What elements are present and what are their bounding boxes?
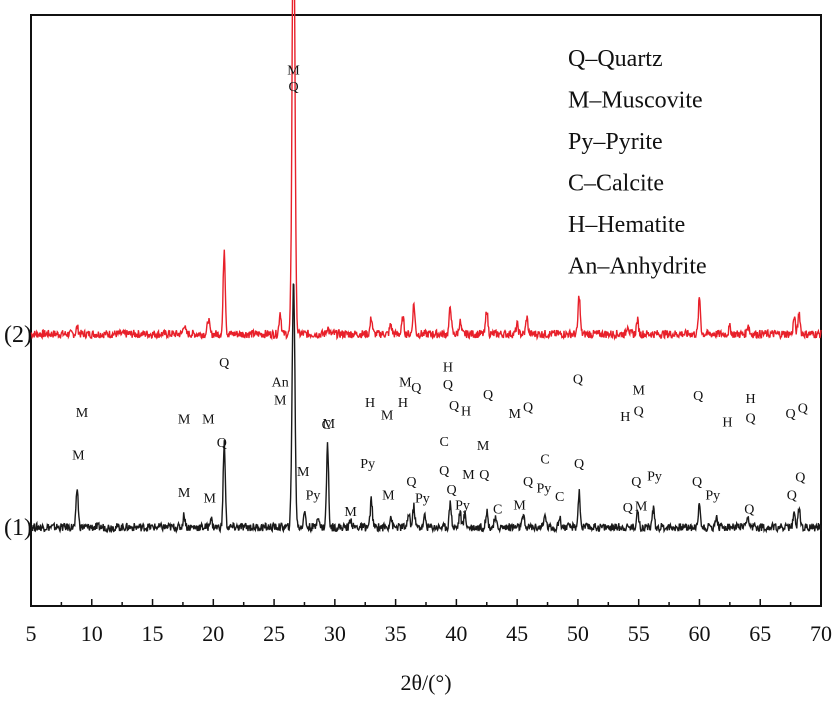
peak-label: C — [440, 435, 449, 450]
peak-label: Q — [786, 407, 796, 422]
peak-label: M — [635, 500, 648, 515]
peak-label: Q — [439, 464, 449, 479]
peak-label: M — [323, 417, 336, 432]
peak-label: H — [745, 392, 755, 407]
peak-label: M — [632, 384, 645, 399]
x-tick-label: 35 — [385, 621, 407, 646]
x-tick-label: 40 — [445, 621, 467, 646]
peak-label: H — [443, 360, 453, 375]
peak-label: Q — [288, 80, 298, 95]
peak-label: M — [477, 439, 490, 454]
peak-label: M — [344, 505, 357, 520]
peak-label: Q — [631, 475, 641, 490]
legend-entry: An–Anhydrite — [568, 254, 707, 280]
peak-label: Py — [537, 482, 552, 497]
peak-label: H — [461, 404, 471, 419]
peak-label: Q — [745, 411, 755, 426]
peak-label: Py — [705, 489, 720, 504]
peak-label: H — [722, 416, 732, 431]
peak-label: M — [513, 498, 526, 513]
peak-label: Q — [523, 475, 533, 490]
peak-label: Py — [306, 489, 321, 504]
peak-label: Q — [523, 400, 533, 415]
peak-label: Q — [623, 501, 633, 516]
peak-label: C — [322, 418, 331, 433]
peak-label: M — [287, 64, 300, 79]
peak-label: Q — [798, 402, 808, 417]
peak-label: An — [272, 375, 289, 390]
peak-label: Q — [411, 381, 421, 396]
peak-label: M — [202, 413, 215, 428]
peak-label: M — [399, 375, 412, 390]
peak-label: M — [508, 407, 521, 422]
x-tick-label: 20 — [202, 621, 224, 646]
x-tick-label: 65 — [749, 621, 771, 646]
peak-label: Py — [647, 469, 662, 484]
peak-label: M — [76, 406, 89, 421]
peak-label: Q — [219, 356, 229, 371]
peak-label: Q — [574, 457, 584, 472]
peak-label: Q — [483, 388, 493, 403]
peak-label: Q — [446, 483, 456, 498]
peak-label: H — [398, 396, 408, 411]
peak-label: M — [297, 465, 310, 480]
peak-label: Q — [406, 475, 416, 490]
legend-entry: Py–Pyrite — [568, 129, 663, 155]
peak-label: Py — [455, 498, 470, 513]
x-tick-label: 10 — [81, 621, 103, 646]
peak-label: Q — [692, 475, 702, 490]
peak-label: H — [620, 410, 630, 425]
x-tick-label: 5 — [26, 621, 37, 646]
peak-label: Q — [479, 468, 489, 483]
series-trace-2 — [30, 283, 822, 534]
peak-label: Q — [693, 389, 703, 404]
peak-label: M — [178, 486, 191, 501]
peak-label: H — [365, 396, 375, 411]
peak-label: M — [382, 489, 395, 504]
x-tick-label: 25 — [263, 621, 285, 646]
x-tick-label: 70 — [810, 621, 832, 646]
x-tick-label: 55 — [628, 621, 650, 646]
peak-label: Q — [443, 378, 453, 393]
peak-label: Py — [415, 491, 430, 506]
peak-label: C — [493, 502, 502, 517]
legend-entry: Q–Quartz — [568, 46, 663, 72]
series-label-1: (2) — [4, 322, 32, 348]
peak-label: Py — [360, 457, 375, 472]
x-tick-label: 30 — [324, 621, 346, 646]
series-label-2: (1) — [4, 515, 32, 541]
peak-label: M — [178, 413, 191, 428]
legend-entry: C–Calcite — [568, 171, 664, 197]
legend: Q–Quartz M–Muscovite Py–Pyrite C–Calcite H–H… — [568, 46, 707, 280]
peak-label: M — [462, 468, 475, 483]
peak-label: C — [540, 453, 549, 468]
peak-label: Q — [573, 373, 583, 388]
x-tick-label: 50 — [567, 621, 589, 646]
peak-label: M — [72, 449, 85, 464]
peak-label: Q — [217, 436, 227, 451]
peak-label: Q — [787, 489, 797, 504]
x-axis-label: 2θ/(°) — [400, 670, 451, 695]
legend-entry: M–Muscovite — [568, 88, 703, 114]
peak-label: Q — [795, 471, 805, 486]
series-group: (2) (1) — [4, 0, 822, 541]
x-axis-ticks: 5 10 15 20 25 30 35 40 45 50 55 60 65 70 — [26, 599, 832, 646]
peak-label: Q — [744, 502, 754, 517]
peak-label: Q — [634, 404, 644, 419]
peak-label: M — [381, 409, 394, 424]
x-tick-label: 15 — [142, 621, 164, 646]
peak-label: M — [274, 393, 287, 408]
series-trace-1 — [30, 0, 822, 341]
x-tick-label: 45 — [506, 621, 528, 646]
peak-label: M — [203, 491, 216, 506]
peak-label: Q — [449, 399, 459, 414]
legend-entry: H–Hematite — [568, 212, 685, 238]
peak-label: C — [555, 490, 564, 505]
x-tick-label: 60 — [688, 621, 710, 646]
